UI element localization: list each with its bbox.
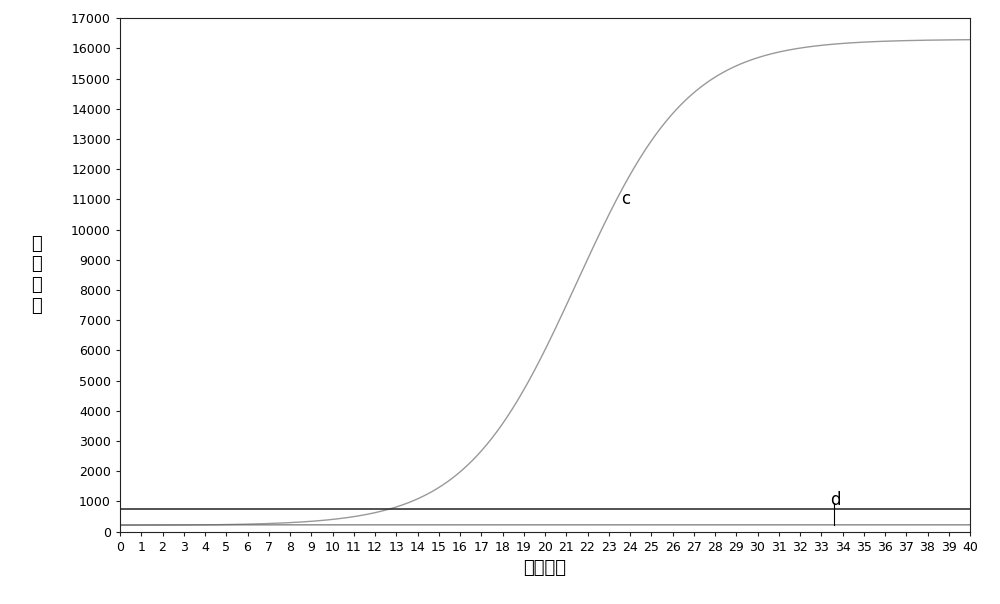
Y-axis label: 信
号
强
度: 信 号 强 度: [31, 234, 42, 315]
Text: c: c: [622, 190, 631, 208]
X-axis label: 循环次数: 循环次数: [524, 559, 566, 577]
Text: d: d: [830, 491, 840, 509]
